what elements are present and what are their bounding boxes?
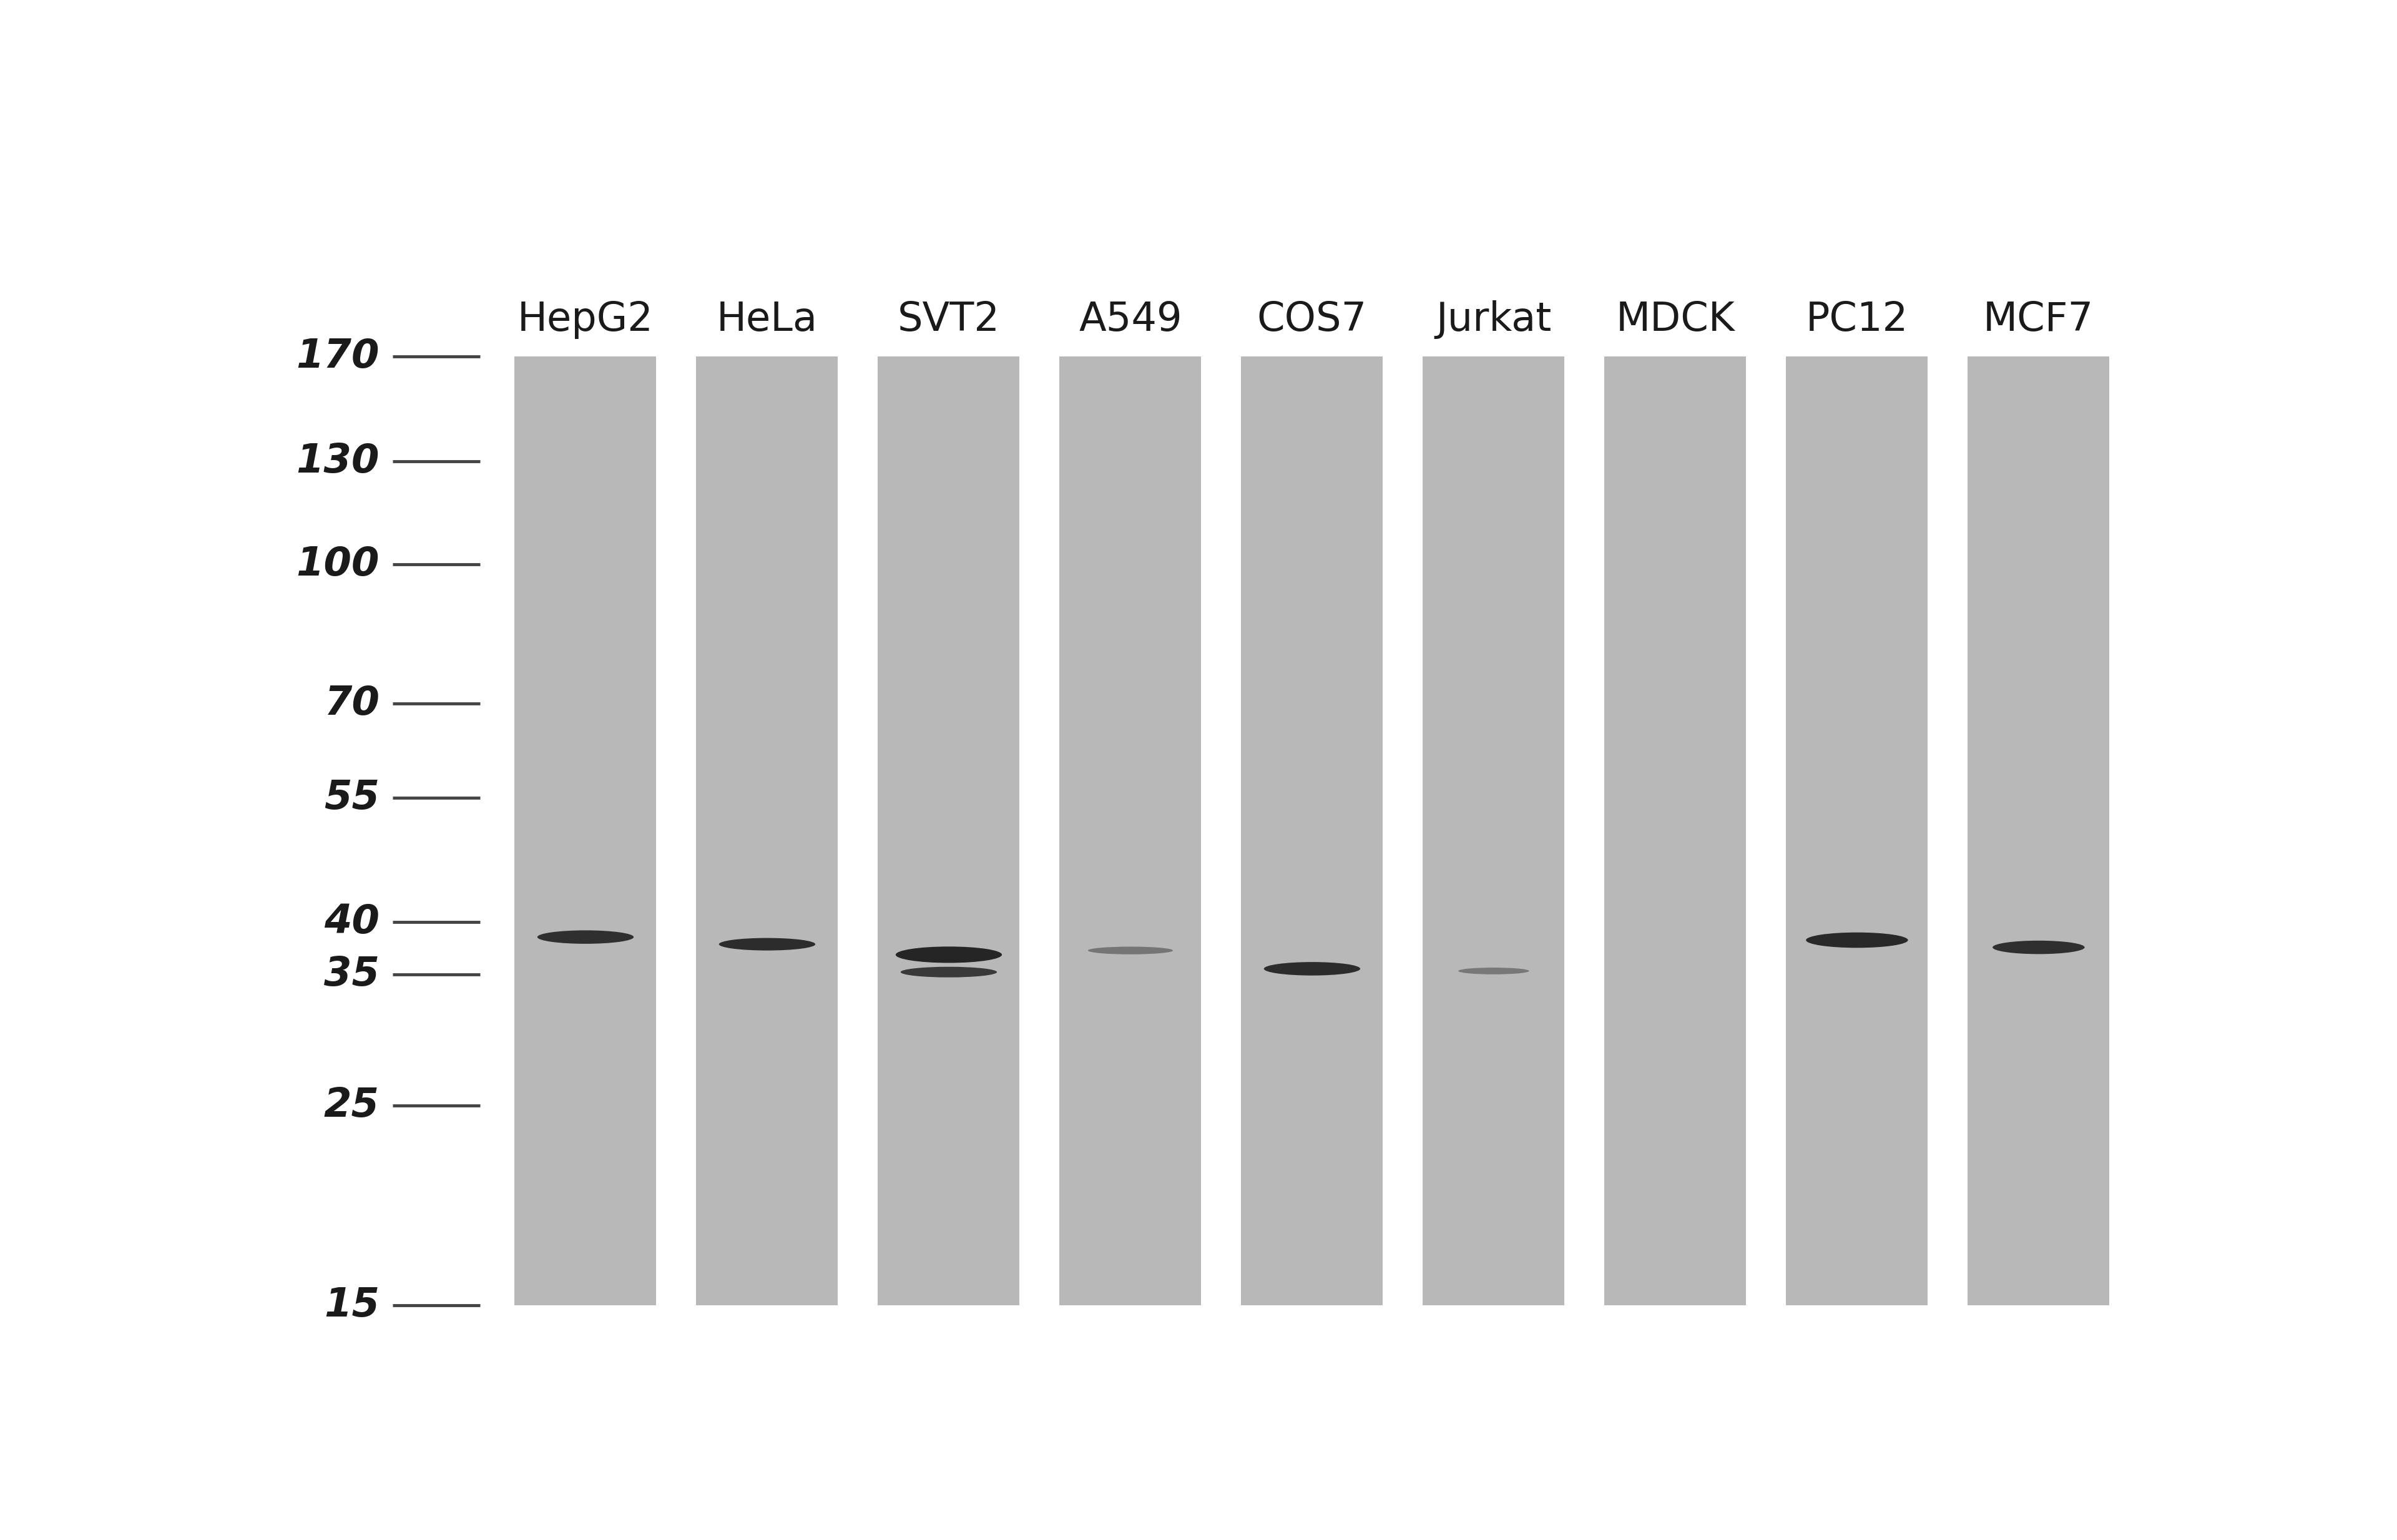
Text: A549: A549 bbox=[1079, 300, 1182, 339]
Ellipse shape bbox=[1263, 962, 1359, 975]
Ellipse shape bbox=[1457, 967, 1529, 975]
Text: PC12: PC12 bbox=[1805, 300, 1908, 339]
Bar bbox=[877, 357, 1019, 1306]
Bar bbox=[515, 357, 657, 1306]
Ellipse shape bbox=[1805, 932, 1908, 947]
Text: 100: 100 bbox=[297, 545, 379, 584]
Text: HepG2: HepG2 bbox=[518, 300, 654, 339]
Text: Jurkat: Jurkat bbox=[1436, 300, 1551, 339]
Bar bbox=[1968, 357, 2109, 1306]
Bar bbox=[695, 357, 839, 1306]
Bar bbox=[1786, 357, 1927, 1306]
Ellipse shape bbox=[896, 947, 1002, 962]
Text: 25: 25 bbox=[324, 1086, 379, 1126]
Bar bbox=[1424, 357, 1565, 1306]
Text: 55: 55 bbox=[324, 778, 379, 818]
Text: 35: 35 bbox=[324, 955, 379, 993]
Bar bbox=[1059, 357, 1201, 1306]
Ellipse shape bbox=[719, 938, 815, 950]
Ellipse shape bbox=[1992, 941, 2085, 955]
Text: 130: 130 bbox=[297, 442, 379, 480]
Ellipse shape bbox=[1088, 947, 1172, 955]
Text: 40: 40 bbox=[324, 902, 379, 941]
Text: COS7: COS7 bbox=[1256, 300, 1366, 339]
Ellipse shape bbox=[537, 930, 633, 944]
Text: 170: 170 bbox=[297, 337, 379, 376]
Text: 70: 70 bbox=[324, 684, 379, 722]
Text: HeLa: HeLa bbox=[717, 300, 817, 339]
Bar bbox=[1242, 357, 1383, 1306]
Text: MDCK: MDCK bbox=[1616, 300, 1735, 339]
Text: MCF7: MCF7 bbox=[1982, 300, 2095, 339]
Text: 15: 15 bbox=[324, 1286, 379, 1324]
Bar bbox=[1604, 357, 1745, 1306]
Text: SVT2: SVT2 bbox=[896, 300, 1000, 339]
Ellipse shape bbox=[901, 967, 997, 978]
